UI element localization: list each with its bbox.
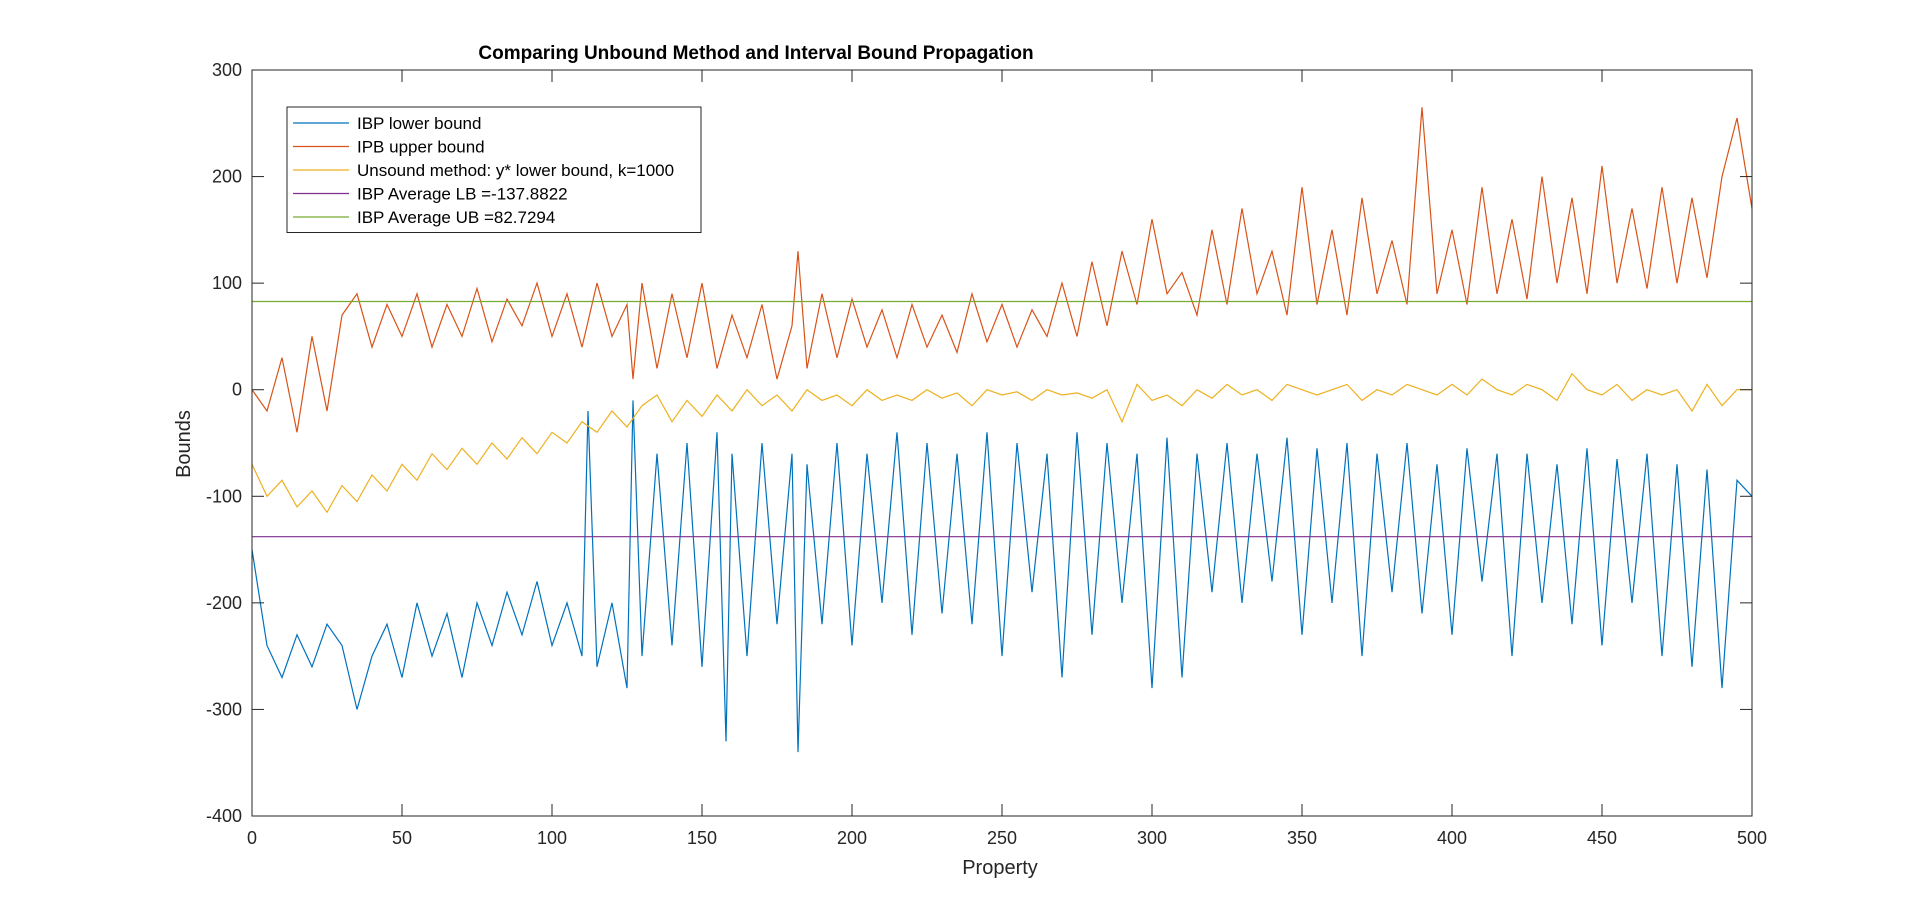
x-tick-label: 100	[537, 828, 567, 848]
legend-label-2: IPB upper bound	[357, 138, 485, 157]
y-tick-label: 0	[232, 380, 242, 400]
legend-label-5: IBP Average UB =82.7294	[357, 208, 555, 227]
x-tick-label: 500	[1737, 828, 1767, 848]
x-tick-label: 150	[687, 828, 717, 848]
x-tick-label: 300	[1137, 828, 1167, 848]
legend-box	[286, 106, 702, 233]
x-tick-label: 200	[837, 828, 867, 848]
y-tick-label: -200	[206, 593, 242, 613]
series-line-1	[251, 400, 1753, 753]
y-tick-label: -100	[206, 486, 242, 506]
legend-label-1: IBP lower bound	[357, 114, 481, 133]
x-tick-label: 250	[987, 828, 1017, 848]
y-tick-label: -300	[206, 699, 242, 719]
legend-label-3: Unsound method: y* lower bound, k=1000	[357, 161, 674, 180]
x-tick-label: 50	[392, 828, 412, 848]
y-tick-label: 200	[212, 167, 242, 187]
x-tick-label: 400	[1437, 828, 1467, 848]
x-tick-label: 450	[1587, 828, 1617, 848]
y-tick-label: 100	[212, 273, 242, 293]
ticks-layer: 0 50 100 150 200 250 300 350 400 450 500 300 200 100 0…	[206, 60, 1767, 848]
series-line-3	[251, 372, 1752, 514]
x-tick-label: 350	[1287, 828, 1317, 848]
x-tick-label: 0	[247, 828, 257, 848]
series-layer	[251, 107, 1753, 753]
y-axis-label: Bounds	[173, 410, 195, 478]
series-line-2	[251, 107, 1753, 433]
y-tick-label: -400	[206, 806, 242, 826]
legend-label-4: IBP Average LB =-137.8822	[357, 185, 568, 204]
y-tick-label: 300	[212, 60, 242, 80]
x-axis-label: Property	[962, 857, 1038, 879]
chart-title: Comparing Unbound Method and Interval Bo…	[478, 43, 1033, 64]
legend: IBP lower bound IPB upper bound Unsound me…	[286, 106, 702, 233]
